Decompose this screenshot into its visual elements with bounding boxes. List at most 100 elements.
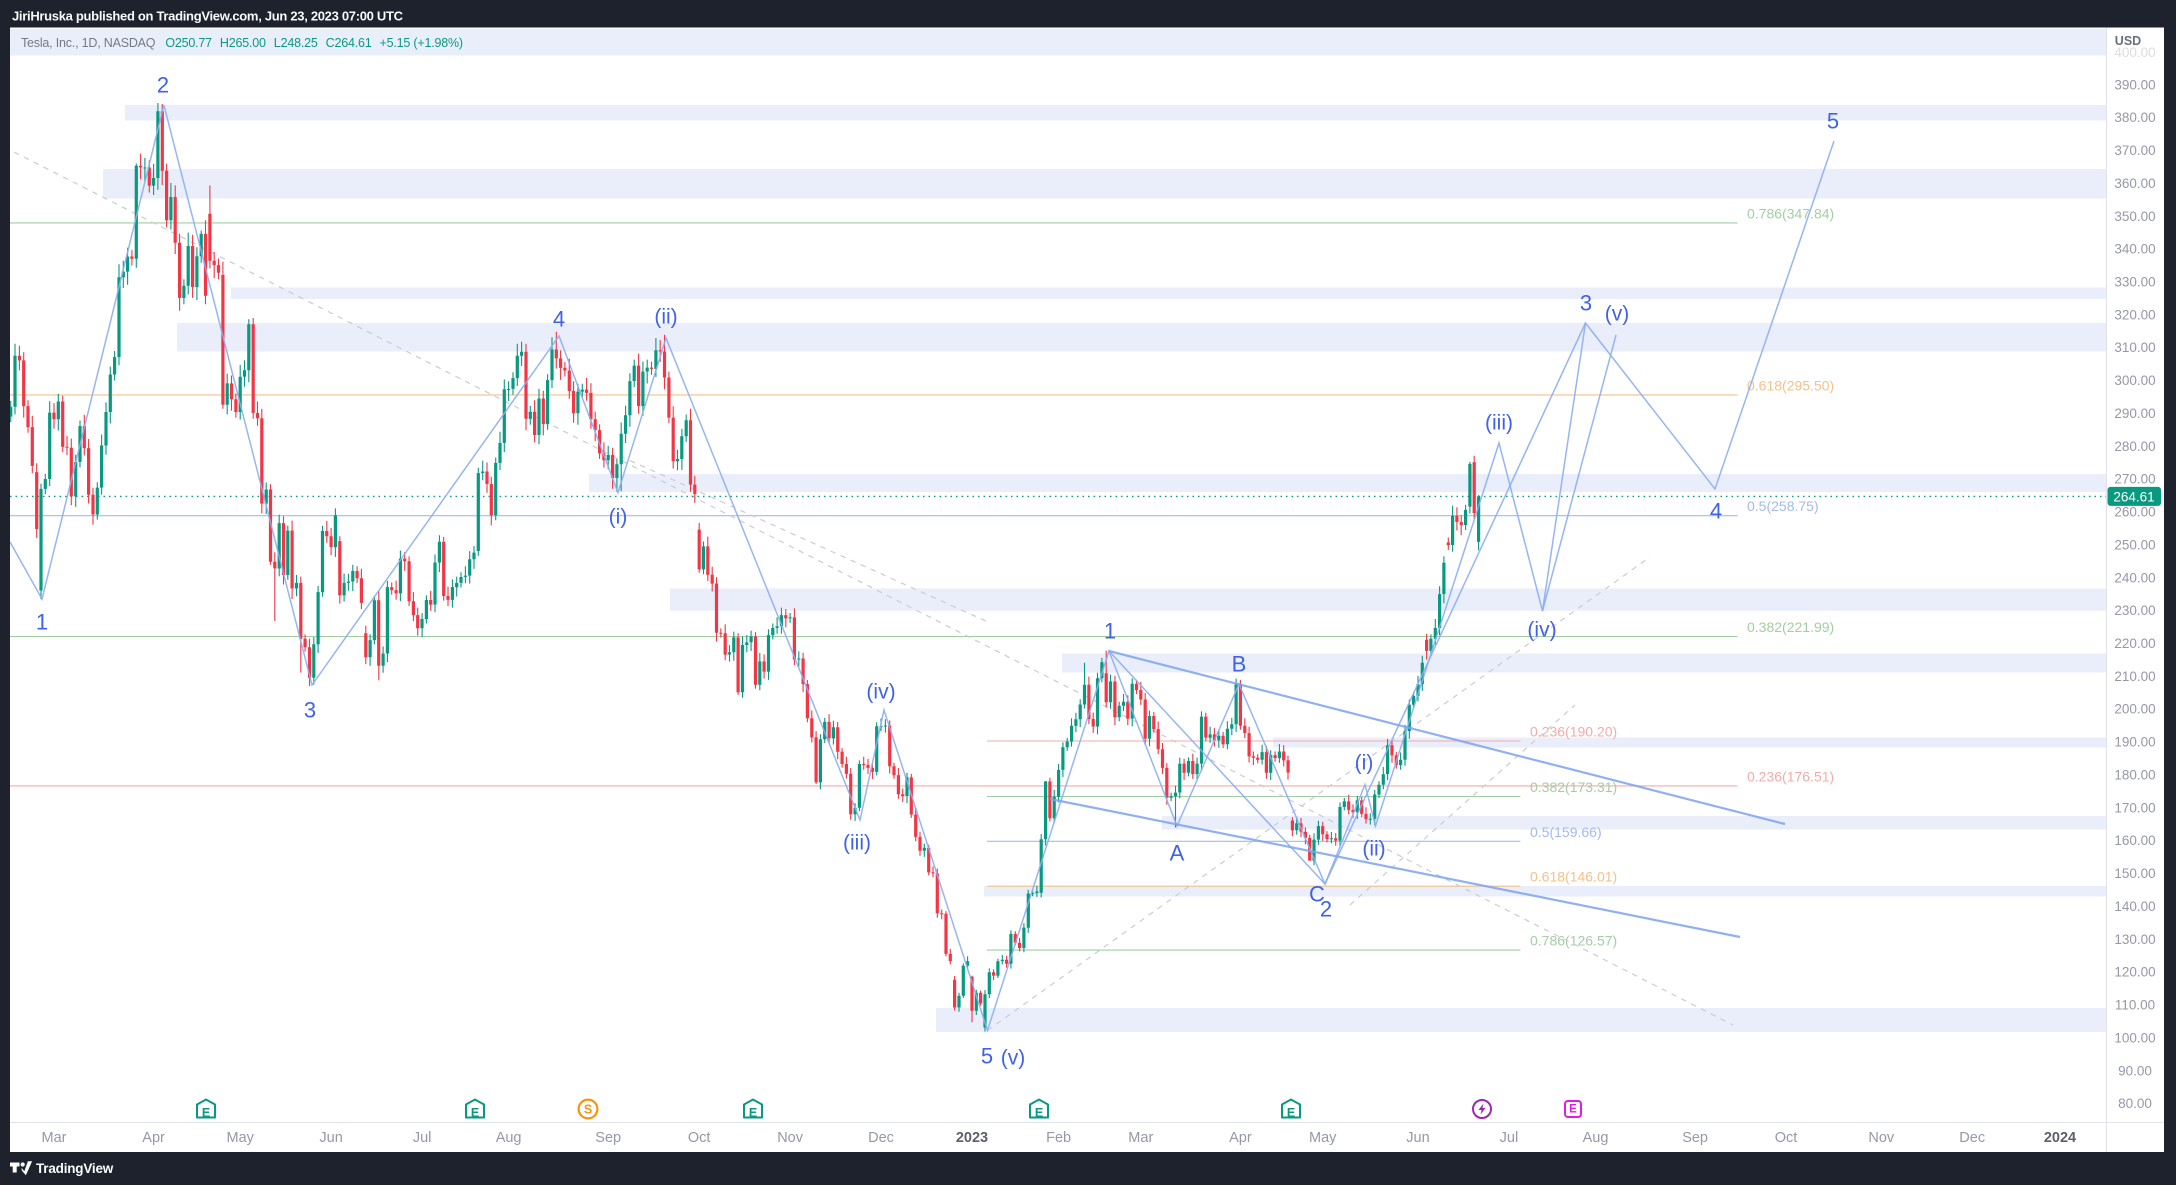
- svg-text:190.00: 190.00: [2114, 735, 2155, 750]
- svg-text:May: May: [226, 1130, 254, 1146]
- svg-text:100.00: 100.00: [2114, 1030, 2155, 1045]
- svg-text:(i): (i): [609, 506, 628, 529]
- svg-text:140.00: 140.00: [2114, 899, 2155, 914]
- svg-text:(v): (v): [1001, 1047, 1026, 1070]
- svg-text:390.00: 390.00: [2114, 77, 2155, 92]
- svg-text:0.5(159.66): 0.5(159.66): [1530, 824, 1602, 840]
- svg-text:Dec: Dec: [1959, 1130, 1985, 1146]
- svg-text:160.00: 160.00: [2114, 833, 2155, 848]
- svg-text:Mar: Mar: [42, 1130, 67, 1146]
- svg-text:Sep: Sep: [1682, 1130, 1708, 1146]
- svg-text:240.00: 240.00: [2114, 570, 2155, 585]
- svg-text:4: 4: [553, 307, 565, 332]
- svg-text:220.00: 220.00: [2114, 636, 2155, 651]
- svg-text:(v): (v): [1605, 303, 1630, 326]
- svg-text:380.00: 380.00: [2114, 110, 2155, 125]
- svg-text:310.00: 310.00: [2114, 340, 2155, 355]
- svg-text:290.00: 290.00: [2114, 406, 2155, 421]
- svg-text:S: S: [584, 1103, 592, 1117]
- svg-text:0.382(221.99): 0.382(221.99): [1747, 619, 1834, 635]
- svg-text:230.00: 230.00: [2114, 603, 2155, 618]
- svg-text:Feb: Feb: [1046, 1130, 1071, 1146]
- svg-text:1: 1: [1104, 619, 1116, 644]
- svg-text:Apr: Apr: [1229, 1130, 1252, 1146]
- svg-text:2024: 2024: [2044, 1130, 2076, 1146]
- svg-text:Dec: Dec: [868, 1130, 894, 1146]
- svg-text:3: 3: [1580, 291, 1592, 316]
- svg-text:C: C: [1309, 882, 1325, 907]
- svg-text:E: E: [1035, 1106, 1043, 1120]
- svg-text:Aug: Aug: [1583, 1130, 1609, 1146]
- svg-text:150.00: 150.00: [2114, 866, 2155, 881]
- svg-text:TradingView: TradingView: [36, 1161, 114, 1176]
- svg-text:0.786(347.84): 0.786(347.84): [1747, 205, 1834, 221]
- svg-text:0.5(258.75): 0.5(258.75): [1747, 498, 1819, 514]
- svg-text:(iii): (iii): [1485, 412, 1513, 435]
- svg-text:210.00: 210.00: [2114, 669, 2155, 684]
- svg-text:Mar: Mar: [1128, 1130, 1153, 1146]
- svg-text:(iv): (iv): [866, 681, 895, 704]
- svg-text:5: 5: [1827, 109, 1839, 134]
- svg-text:370.00: 370.00: [2114, 143, 2155, 158]
- svg-text:360.00: 360.00: [2114, 176, 2155, 191]
- svg-text:May: May: [1309, 1130, 1337, 1146]
- svg-text:0.236(176.51): 0.236(176.51): [1747, 768, 1834, 784]
- svg-text:5: 5: [981, 1044, 993, 1069]
- svg-text:180.00: 180.00: [2114, 768, 2155, 783]
- svg-text:0.618(146.01): 0.618(146.01): [1530, 869, 1617, 885]
- svg-text:(i): (i): [1355, 752, 1374, 775]
- svg-text:JiriHruska published on Tradin: JiriHruska published on TradingView.com,…: [12, 9, 404, 24]
- svg-text:280.00: 280.00: [2114, 439, 2155, 454]
- svg-text:0.786(126.57): 0.786(126.57): [1530, 933, 1617, 949]
- svg-text:320.00: 320.00: [2114, 307, 2155, 322]
- svg-text:170.00: 170.00: [2114, 800, 2155, 815]
- svg-text:90.00: 90.00: [2118, 1063, 2152, 1078]
- svg-text:2: 2: [1320, 897, 1332, 922]
- svg-text:1: 1: [36, 610, 48, 635]
- svg-text:400.00: 400.00: [2114, 45, 2155, 60]
- svg-text:110.00: 110.00: [2115, 998, 2155, 1013]
- svg-text:USD: USD: [2115, 34, 2141, 48]
- svg-text:Oct: Oct: [688, 1130, 711, 1146]
- svg-text:Jul: Jul: [1500, 1130, 1519, 1146]
- svg-text:120.00: 120.00: [2114, 965, 2155, 980]
- svg-text:Aug: Aug: [496, 1130, 522, 1146]
- svg-text:340.00: 340.00: [2114, 242, 2155, 257]
- svg-text:A: A: [1170, 841, 1185, 866]
- svg-text:0.236(190.20): 0.236(190.20): [1530, 724, 1617, 740]
- svg-text:E: E: [471, 1106, 479, 1120]
- svg-text:Jul: Jul: [413, 1130, 432, 1146]
- svg-text:Nov: Nov: [777, 1130, 804, 1146]
- svg-text:260.00: 260.00: [2114, 505, 2155, 520]
- svg-text:Jun: Jun: [319, 1130, 342, 1146]
- svg-text:350.00: 350.00: [2114, 209, 2155, 224]
- svg-text:E: E: [1287, 1106, 1295, 1120]
- svg-text:2023: 2023: [956, 1130, 988, 1146]
- svg-text:250.00: 250.00: [2114, 537, 2155, 552]
- svg-text:B: B: [1232, 652, 1247, 677]
- svg-text:130.00: 130.00: [2114, 932, 2155, 947]
- svg-text:4: 4: [1710, 499, 1722, 524]
- svg-text:Oct: Oct: [1775, 1130, 1798, 1146]
- svg-text:0.618(295.50): 0.618(295.50): [1747, 377, 1834, 393]
- svg-text:264.61: 264.61: [2113, 489, 2154, 504]
- svg-text:E: E: [202, 1106, 210, 1120]
- svg-text:(ii): (ii): [654, 306, 677, 329]
- svg-text:200.00: 200.00: [2114, 702, 2155, 717]
- svg-text:(iv): (iv): [1527, 619, 1556, 642]
- svg-text:270.00: 270.00: [2114, 472, 2155, 487]
- svg-text:3: 3: [304, 698, 316, 723]
- svg-text:300.00: 300.00: [2114, 373, 2155, 388]
- svg-text:Nov: Nov: [1868, 1130, 1895, 1146]
- svg-text:E: E: [749, 1106, 757, 1120]
- svg-text:0.382(173.31): 0.382(173.31): [1530, 779, 1617, 795]
- svg-text:80.00: 80.00: [2118, 1096, 2152, 1111]
- svg-text:(ii): (ii): [1362, 838, 1385, 861]
- svg-text:(iii): (iii): [843, 832, 871, 855]
- svg-text:2: 2: [157, 73, 169, 98]
- svg-text:Jun: Jun: [1406, 1130, 1429, 1146]
- svg-text:E: E: [1569, 1104, 1577, 1116]
- svg-text:Apr: Apr: [142, 1130, 165, 1146]
- svg-text:330.00: 330.00: [2114, 275, 2155, 290]
